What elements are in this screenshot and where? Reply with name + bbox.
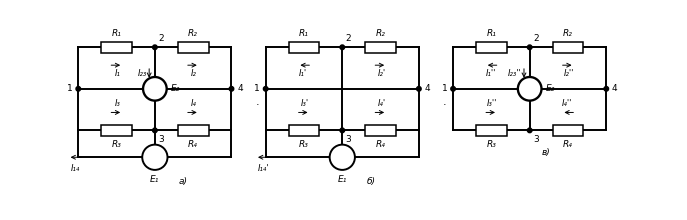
Text: I₂': I₂' [377, 69, 385, 78]
FancyBboxPatch shape [476, 125, 507, 136]
Text: R₃: R₃ [299, 140, 309, 149]
Circle shape [263, 86, 268, 91]
Circle shape [451, 86, 455, 91]
Text: I₂: I₂ [191, 69, 197, 78]
Text: 2: 2 [346, 34, 351, 43]
FancyBboxPatch shape [178, 42, 209, 53]
Text: I₄: I₄ [191, 99, 197, 108]
Text: E₁: E₁ [150, 175, 159, 184]
Text: 1: 1 [67, 84, 73, 93]
FancyBboxPatch shape [476, 42, 507, 53]
Text: I₃': I₃' [301, 99, 309, 108]
Text: 4: 4 [237, 84, 243, 93]
Text: 1: 1 [254, 84, 260, 93]
Text: R₃: R₃ [111, 140, 122, 149]
Circle shape [518, 77, 541, 101]
Text: I₄': I₄' [377, 99, 385, 108]
Text: 2: 2 [533, 34, 539, 43]
Text: I₁₄': I₁₄' [258, 164, 269, 173]
FancyBboxPatch shape [365, 42, 396, 53]
Text: 3: 3 [158, 135, 164, 144]
Text: E₂: E₂ [545, 84, 555, 93]
Text: б): б) [366, 177, 375, 186]
Text: а): а) [179, 177, 188, 186]
Text: R₂: R₂ [376, 29, 385, 38]
Text: R₄: R₄ [188, 140, 198, 149]
Text: .: . [256, 97, 260, 107]
Text: R₄: R₄ [376, 140, 385, 149]
Text: I₂₃: I₂₃ [137, 69, 147, 78]
Circle shape [76, 86, 80, 91]
Text: R₄: R₄ [563, 140, 573, 149]
Text: I₂'': I₂'' [563, 69, 574, 78]
Text: I₁: I₁ [115, 69, 120, 78]
FancyBboxPatch shape [101, 42, 132, 53]
Circle shape [142, 145, 168, 170]
Text: .: . [443, 97, 447, 107]
Circle shape [528, 45, 532, 50]
Text: E₂: E₂ [171, 84, 180, 93]
Text: R₂: R₂ [563, 29, 573, 38]
Text: R₁: R₁ [299, 29, 309, 38]
FancyBboxPatch shape [289, 42, 319, 53]
Circle shape [604, 86, 609, 91]
Text: R₁: R₁ [111, 29, 122, 38]
Text: I₄'': I₄'' [562, 99, 572, 108]
Text: в): в) [541, 148, 550, 157]
Text: R₃: R₃ [486, 140, 496, 149]
FancyBboxPatch shape [552, 125, 583, 136]
Circle shape [153, 45, 157, 50]
Text: R₂: R₂ [188, 29, 198, 38]
Circle shape [153, 128, 157, 133]
Text: R₁: R₁ [486, 29, 496, 38]
Text: I₂₃'': I₂₃'' [508, 69, 521, 78]
Text: 4: 4 [425, 84, 430, 93]
Text: 1: 1 [442, 84, 447, 93]
Circle shape [229, 86, 234, 91]
Circle shape [340, 45, 345, 50]
Text: I₁'': I₁'' [486, 69, 496, 78]
Text: 3: 3 [346, 135, 351, 144]
Text: E₁: E₁ [337, 175, 347, 184]
Text: 2: 2 [158, 34, 164, 43]
Text: 3: 3 [533, 135, 539, 144]
FancyBboxPatch shape [289, 125, 319, 136]
Circle shape [330, 145, 355, 170]
Text: 4: 4 [612, 84, 618, 93]
Text: I₁': I₁' [299, 69, 307, 78]
FancyBboxPatch shape [101, 125, 132, 136]
Text: I₁₄: I₁₄ [71, 164, 80, 173]
Text: I₃: I₃ [115, 99, 120, 108]
Circle shape [528, 128, 532, 133]
FancyBboxPatch shape [552, 42, 583, 53]
Circle shape [416, 86, 421, 91]
FancyBboxPatch shape [178, 125, 209, 136]
Text: I₃'': I₃'' [487, 99, 497, 108]
Circle shape [340, 128, 345, 133]
FancyBboxPatch shape [365, 125, 396, 136]
Circle shape [143, 77, 167, 101]
